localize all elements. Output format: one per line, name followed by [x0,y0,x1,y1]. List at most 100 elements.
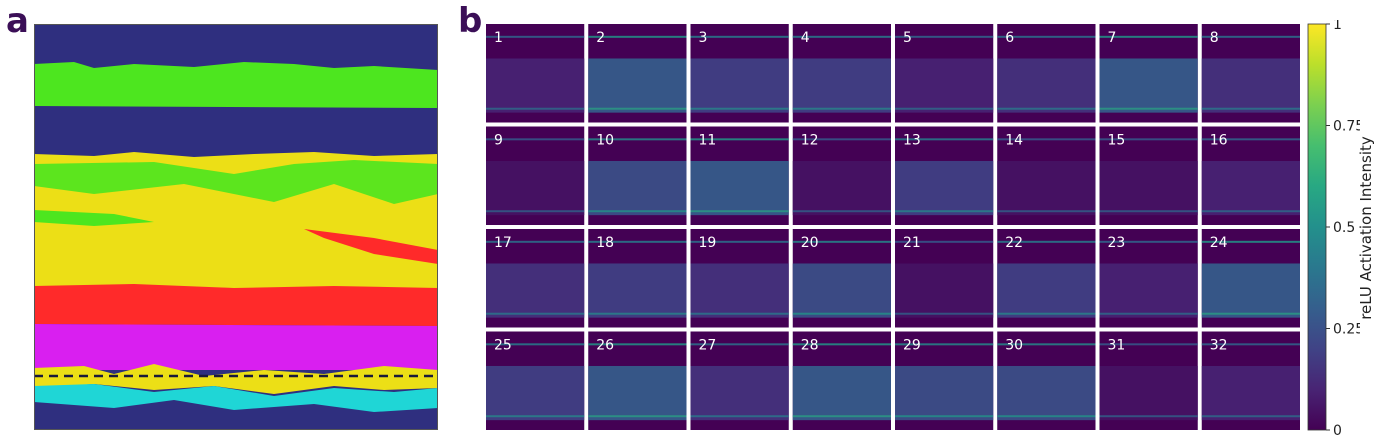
activation-tile: 6 [997,24,1096,123]
tile-streak [1099,138,1198,141]
tile-number: 21 [903,235,921,251]
tile-streak [690,35,789,38]
tile-number: 5 [903,30,912,46]
tile-activation-region [1201,160,1300,216]
activation-tile: 4 [792,24,891,123]
colorbar-tick-label: 1 [1333,20,1342,33]
tile-number: 22 [1005,235,1023,251]
tile-activation-region [690,365,789,421]
tile-activation-region [486,160,585,216]
tile-streak [1099,210,1198,213]
tile-streak [1201,240,1300,243]
tile-streak [1099,35,1198,38]
tile-streak [792,107,891,110]
activation-tile: 13 [895,126,994,225]
tile-activation-region [1099,160,1198,216]
cyan-band [34,384,438,412]
tile-streak [1201,415,1300,418]
tile-streak [792,312,891,315]
activation-tile: 21 [895,229,994,328]
tile-streak [895,312,994,315]
tile-streak [792,35,891,38]
tile-activation-region [486,365,585,421]
activation-tile: 11 [690,126,789,225]
activation-tile: 12 [792,126,891,225]
colorbar-tick-label: 0 [1333,423,1342,436]
activation-tile: 9 [486,126,585,225]
tile-number: 10 [596,133,614,149]
tile-number: 14 [1005,133,1023,149]
magenta-band [34,324,438,370]
tile-streak [997,415,1096,418]
tile-number: 9 [494,133,503,149]
tile-number: 7 [1108,30,1117,46]
tile-activation-region [997,160,1096,216]
colorbar: 0 0.25 0.5 0.75 1 [1307,20,1360,436]
tile-number: 25 [494,338,512,354]
panel-a-label: a [6,1,29,41]
tile-number: 28 [801,338,819,354]
tile-streak [792,343,891,346]
tile-streak [588,343,687,346]
tile-streak [792,415,891,418]
tile-streak [895,343,994,346]
green-band [34,62,438,108]
tile-streak [1099,240,1198,243]
activation-tile: 22 [997,229,1096,328]
tile-activation-region [588,160,687,216]
tile-number: 16 [1210,133,1228,149]
tile-number: 3 [699,30,708,46]
tile-number: 17 [494,235,512,251]
tile-streak [895,240,994,243]
activation-tile: 15 [1099,126,1198,225]
tile-streak [1099,415,1198,418]
tile-streak [690,138,789,141]
tile-streak [690,415,789,418]
panel-a-heatmap [34,24,438,430]
activation-tile: 8 [1201,24,1300,123]
tile-number: 11 [699,133,717,149]
tile-streak [1099,312,1198,315]
activation-tile: 23 [1099,229,1198,328]
tile-streak [1099,107,1198,110]
panel-a-frame [34,24,438,430]
activation-tile: 24 [1201,229,1300,328]
tile-activation-region [997,58,1096,113]
activation-tile: 19 [690,229,789,328]
tile-activation-region [690,263,789,318]
tile-number: 31 [1108,338,1126,354]
tile-streak [588,415,687,418]
activation-tile: 3 [690,24,789,123]
tile-streak [1201,35,1300,38]
tile-activation-region [690,58,789,113]
tile-activation-region [588,365,687,421]
tile-number: 29 [903,338,921,354]
tile-streak [997,210,1096,213]
activation-tile: 25 [486,331,585,430]
tile-activation-region [997,365,1096,421]
tile-streak [486,35,585,38]
activation-tile: 32 [1201,331,1300,430]
tile-streak [588,138,687,141]
tile-streak [690,107,789,110]
tile-streak [1201,138,1300,141]
green-streak [34,160,438,204]
tile-number: 13 [903,133,921,149]
colorbar-tick-label: 0.75 [1333,119,1360,135]
tile-number: 12 [801,133,819,149]
tile-streak [486,343,585,346]
tile-streak [1201,210,1300,213]
tile-streak [1201,343,1300,346]
activation-tile: 18 [588,229,687,328]
tile-activation-region [1099,263,1198,318]
tile-number: 4 [801,30,810,46]
tile-number: 1 [494,30,503,46]
activation-tile: 26 [588,331,687,430]
tile-streak [588,35,687,38]
tile-number: 32 [1210,338,1228,354]
tile-streak [895,415,994,418]
tile-activation-region [792,58,891,113]
tile-activation-region [792,160,891,216]
tile-streak [1201,107,1300,110]
tile-streak [895,107,994,110]
